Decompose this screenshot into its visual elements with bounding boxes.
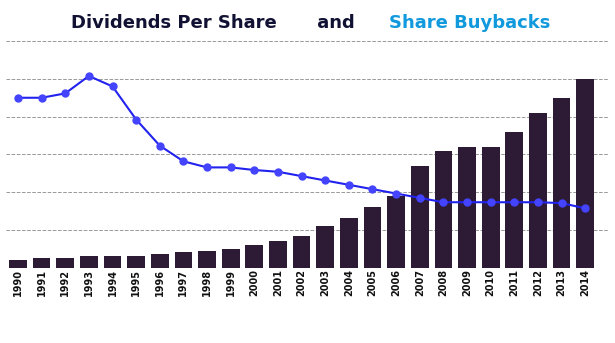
Bar [33, 259, 50, 268]
Bar [293, 236, 311, 268]
Bar [222, 249, 240, 268]
Bar [529, 113, 547, 268]
Bar [57, 259, 74, 268]
Bar [151, 254, 169, 268]
Bar [104, 256, 121, 268]
Bar [363, 207, 381, 268]
Bar [387, 196, 405, 268]
Bar [198, 251, 216, 268]
Bar [127, 256, 145, 268]
Bar [506, 132, 523, 268]
Bar [269, 241, 287, 268]
Text: Share Buybacks: Share Buybacks [389, 14, 550, 32]
Bar [245, 245, 263, 268]
Bar [80, 256, 98, 268]
Bar [458, 147, 476, 268]
Bar [9, 260, 27, 268]
Bar [411, 166, 429, 268]
Text: Dividends Per Share: Dividends Per Share [71, 14, 277, 32]
Bar [553, 98, 571, 268]
Bar [175, 252, 192, 268]
Bar [316, 226, 334, 268]
Bar [482, 147, 499, 268]
Text: and: and [311, 14, 360, 32]
Bar [576, 79, 594, 268]
Bar [435, 151, 452, 268]
Bar [340, 218, 358, 268]
